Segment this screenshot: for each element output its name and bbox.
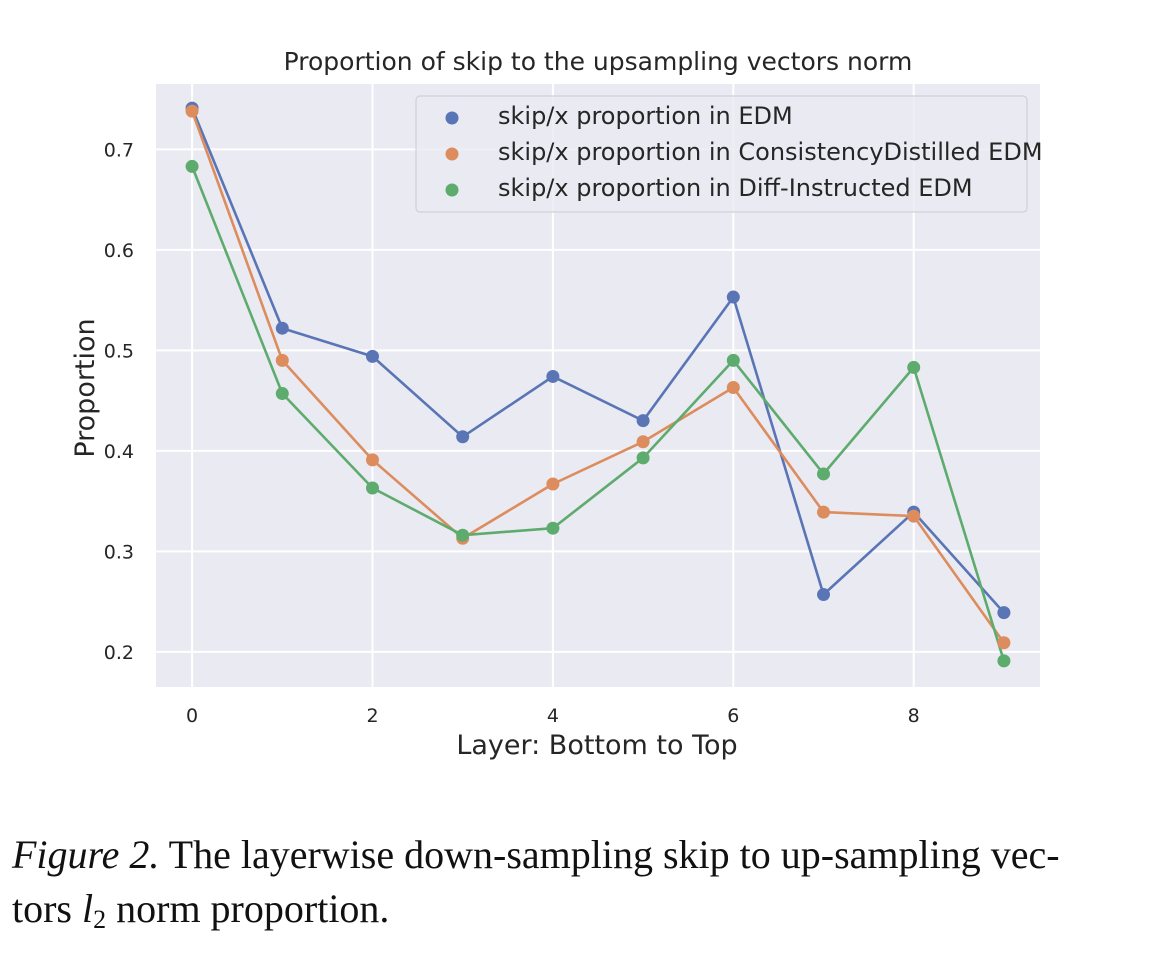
y-tick-labels: 0.2 0.3 0.4 0.5 0.6 0.7 xyxy=(104,139,134,664)
series-points xyxy=(185,101,1011,668)
data-point-series-1 xyxy=(275,353,289,367)
legend-marker-diff-instructed xyxy=(445,183,459,197)
y-tick-label: 0.7 xyxy=(104,139,134,161)
data-point-series-0 xyxy=(817,588,831,602)
series-line-2 xyxy=(190,165,1006,662)
data-point-series-0 xyxy=(546,369,560,383)
chart-figure: 0 2 4 6 8 0.2 0.3 0.4 0.5 0.6 0.7 Proportion of s… xyxy=(70,47,1043,761)
data-point-series-0 xyxy=(636,414,650,428)
legend-marker-edm xyxy=(445,111,459,125)
data-point-series-1 xyxy=(365,453,379,467)
caption-text-1: The layerwise down-sampling skip to up-s… xyxy=(159,832,1060,877)
data-point-series-1 xyxy=(726,381,740,395)
y-tick-label: 0.6 xyxy=(104,240,134,262)
figure-caption: Figure 2. The layerwise down-sampling sk… xyxy=(12,828,1132,936)
data-point-series-1 xyxy=(817,505,831,519)
chart-title: Proportion of skip to the upsampling vec… xyxy=(284,47,913,76)
legend-box xyxy=(415,95,1028,213)
legend-label-diff-instructed: skip/x proportion in Diff-Instructed EDM xyxy=(498,174,973,202)
data-point-series-2 xyxy=(997,654,1011,668)
data-point-series-0 xyxy=(275,321,289,335)
data-point-series-2 xyxy=(907,360,921,374)
data-point-series-1 xyxy=(636,435,650,449)
data-point-series-0 xyxy=(997,606,1011,620)
series-lines xyxy=(190,107,1006,662)
legend-marker-consistency-distilled xyxy=(445,147,459,161)
y-tick-label: 0.5 xyxy=(104,340,134,362)
x-tick-label: 6 xyxy=(727,705,739,727)
y-tick-label: 0.3 xyxy=(104,541,134,563)
data-point-series-2 xyxy=(275,387,289,401)
y-tick-label: 0.2 xyxy=(104,642,134,664)
data-point-series-1 xyxy=(185,104,199,118)
data-point-series-0 xyxy=(726,290,740,304)
caption-text-3: norm proportion. xyxy=(106,886,390,931)
series-line-1 xyxy=(190,110,1005,644)
data-point-series-2 xyxy=(817,467,831,481)
legend: skip/x proportion in EDM skip/x proporti… xyxy=(415,95,1043,213)
x-tick-label: 8 xyxy=(908,705,920,727)
x-tick-label: 2 xyxy=(366,705,378,727)
data-point-series-2 xyxy=(365,481,379,495)
data-point-series-2 xyxy=(726,353,740,367)
caption-label: Figure 2. xyxy=(12,832,160,877)
data-point-series-0 xyxy=(456,430,470,444)
data-point-series-1 xyxy=(546,477,560,491)
data-point-series-2 xyxy=(185,159,199,173)
data-point-series-2 xyxy=(456,528,470,542)
y-axis-label: Proportion xyxy=(70,318,101,457)
data-point-series-0 xyxy=(365,349,379,363)
x-axis-label: Layer: Bottom to Top xyxy=(456,730,737,761)
y-tick-label: 0.4 xyxy=(104,441,134,463)
x-tick-labels: 0 2 4 6 8 xyxy=(186,705,920,727)
x-tick-label: 4 xyxy=(547,705,559,727)
x-tick-label: 0 xyxy=(186,705,198,727)
caption-math-subscript: 2 xyxy=(93,905,107,934)
legend-label-edm: skip/x proportion in EDM xyxy=(498,102,793,130)
data-point-series-2 xyxy=(636,451,650,465)
legend-label-consistency-distilled: skip/x proportion in ConsistencyDistille… xyxy=(498,138,1043,166)
series-line-0 xyxy=(190,107,1005,614)
data-point-series-1 xyxy=(997,636,1011,650)
caption-text-2: tors xyxy=(12,886,82,931)
line-chart: 0 2 4 6 8 0.2 0.3 0.4 0.5 0.6 0.7 Proportion of s… xyxy=(70,47,1043,761)
data-point-series-1 xyxy=(907,509,921,523)
caption-math-symbol: l xyxy=(82,886,94,931)
data-point-series-2 xyxy=(546,521,560,535)
